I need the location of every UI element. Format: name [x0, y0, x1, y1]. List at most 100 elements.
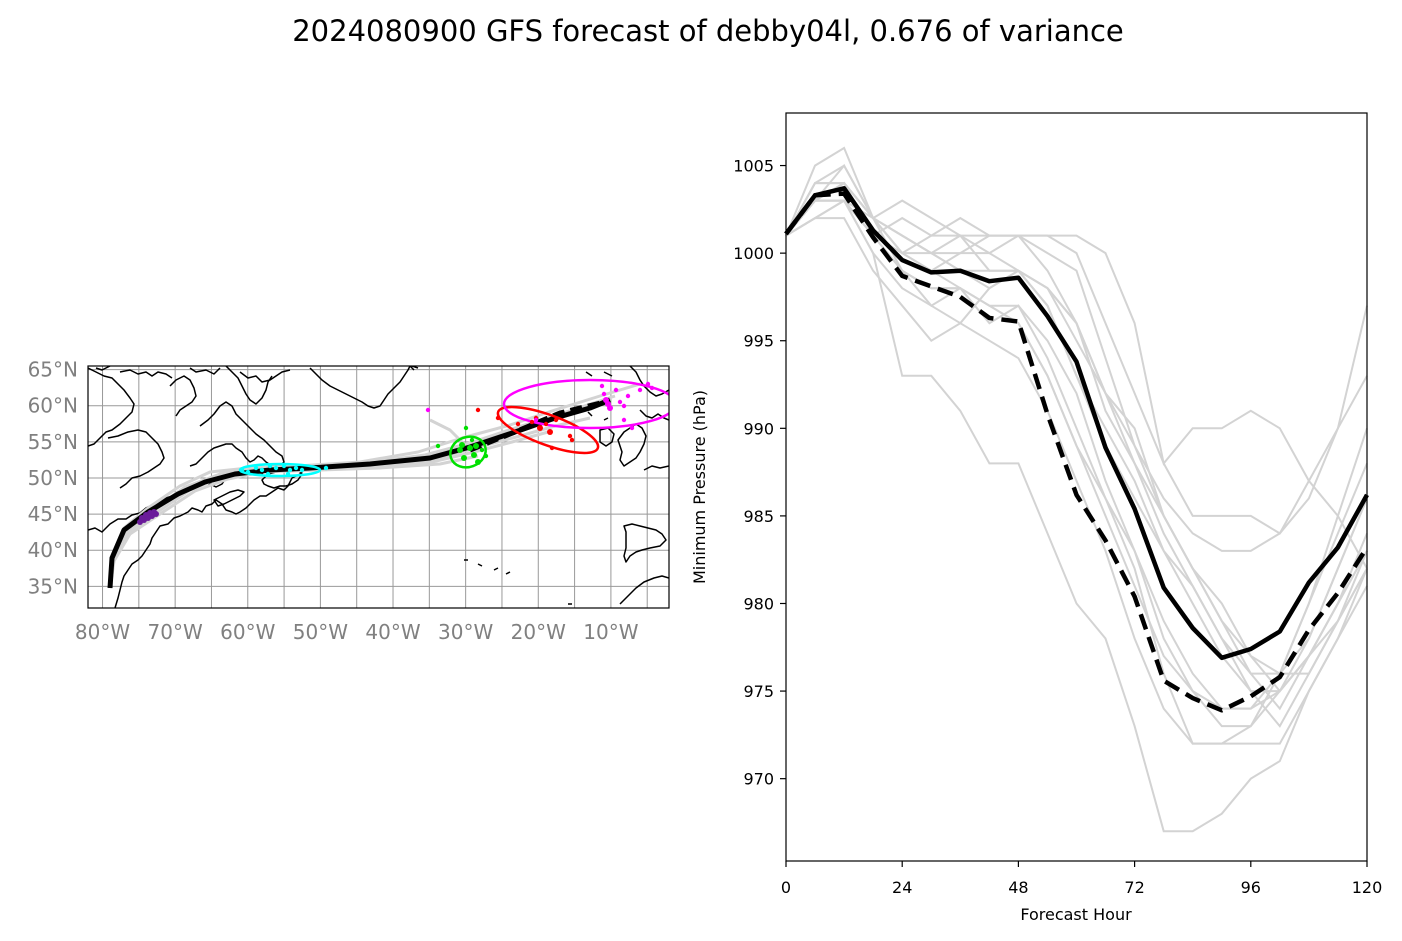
- coastline-svalbard: [585, 371, 613, 377]
- longitude-label: 20°W: [511, 620, 566, 644]
- longitude-label: 70°W: [148, 620, 203, 644]
- cluster-dot-purple: [153, 511, 159, 517]
- longitude-label: 30°W: [438, 620, 493, 644]
- cluster-dot-red: [553, 417, 559, 423]
- cluster-dot-magenta: [601, 391, 607, 397]
- main-series: [784, 186, 1369, 713]
- x-axis-label: Forecast Hour: [1020, 905, 1132, 924]
- cluster-dot-red: [537, 425, 543, 431]
- pressure-plot-area: [786, 113, 1367, 861]
- cluster-dot-magenta: [425, 407, 431, 413]
- map-frame: [87, 365, 670, 609]
- mean-line-dashed: [784, 191, 1369, 713]
- latitude-label: 65°N: [28, 358, 78, 382]
- cluster-dot-green: [457, 447, 463, 453]
- x-tick-label: 0: [781, 878, 791, 897]
- cluster-dot-red: [569, 437, 575, 443]
- y-tick-label: 995: [743, 332, 774, 351]
- cluster-dot-purple: [139, 515, 145, 521]
- coastline-azores: [464, 559, 511, 575]
- x-tick-label: 72: [1124, 878, 1144, 897]
- cluster-dot-cyan: [245, 469, 251, 475]
- cluster-dot-cyan: [259, 467, 265, 473]
- latitude-label: 35°N: [28, 574, 78, 598]
- cluster-dot-red: [567, 433, 573, 439]
- x-tick-label: 120: [1352, 878, 1383, 897]
- latitude-label: 55°N: [28, 430, 78, 454]
- coastline-morocco: [619, 575, 669, 605]
- coastline-faroes: [587, 411, 609, 421]
- longitude-label: 60°W: [220, 620, 275, 644]
- cluster-dot-magenta: [533, 417, 539, 423]
- cluster-dot-cyan: [265, 471, 271, 477]
- cluster-dot-cyan: [267, 463, 273, 469]
- cluster-dot-cyan: [293, 465, 299, 471]
- y-tick-label: 985: [743, 507, 774, 526]
- cluster-dot-red: [515, 421, 521, 427]
- y-axis-ticks: 970 975 980 985 990 995 1000 1005: [733, 157, 786, 789]
- coastline-greenland: [309, 366, 411, 409]
- cluster-dot-magenta: [617, 399, 623, 405]
- cluster-dot-green: [459, 442, 465, 448]
- cluster-dot-red: [529, 419, 535, 425]
- cluster-dot-cyan: [239, 467, 245, 473]
- cluster-ellipse-magenta: [502, 378, 669, 430]
- cluster-dot-magenta: [607, 405, 613, 411]
- cluster-dot-green: [461, 455, 467, 461]
- cluster-dot-cyan: [285, 471, 291, 477]
- figure-title: 2024080900 GFS forecast of debby04l, 0.6…: [292, 14, 1124, 48]
- cluster-dot-magenta: [613, 387, 619, 393]
- coastline-hudson-bay: [88, 367, 135, 447]
- cluster-dot-green: [467, 445, 473, 451]
- cluster-dot-cyan: [299, 467, 305, 473]
- longitude-label: 10°W: [583, 620, 638, 644]
- cluster-dot-magenta: [625, 393, 631, 399]
- coastline-scandinavia: [629, 366, 669, 397]
- y-tick-label: 970: [743, 770, 774, 789]
- longitude-label: 50°W: [293, 620, 348, 644]
- y-tick-label: 990: [743, 419, 774, 438]
- member-line-9: [785, 199, 1368, 833]
- x-tick-label: 48: [1008, 878, 1028, 897]
- cluster-dot-red: [543, 421, 549, 427]
- coastline-scandinavia-2: [639, 409, 669, 421]
- cluster-dot-magenta: [621, 403, 627, 409]
- coastline-greenland-east: [409, 366, 415, 371]
- coastline-arctic-islands: [95, 366, 291, 383]
- y-tick-label: 1000: [733, 244, 774, 263]
- cluster-dot-green: [479, 447, 485, 453]
- longitude-label: 80°W: [75, 620, 130, 644]
- longitude-label: 40°W: [365, 620, 420, 644]
- latitude-label: 50°N: [28, 466, 78, 490]
- pressure-frame: [785, 112, 1368, 862]
- cluster-dot-green: [435, 443, 441, 449]
- cluster-dot-green: [471, 452, 477, 458]
- cluster-dot-cyan: [287, 467, 293, 473]
- y-tick-label: 975: [743, 682, 774, 701]
- y-axis-label: Minimum Pressure (hPa): [690, 390, 709, 584]
- cluster-dot-cyan: [273, 465, 279, 471]
- y-tick-label: 1005: [733, 157, 774, 176]
- cluster-dot-green: [473, 443, 479, 449]
- latitude-label: 60°N: [28, 394, 78, 418]
- cluster-dot-red: [549, 445, 555, 451]
- cluster-dot-red: [547, 429, 553, 435]
- member-line-15: [785, 182, 1368, 569]
- coastline-nova-scotia: [213, 489, 245, 507]
- cluster-dot-cyan: [323, 465, 329, 471]
- member-line-16: [785, 163, 1368, 675]
- coastline-hudson-inner: [107, 429, 165, 489]
- track-map: 35°N 40°N 45°N 50°N 55°N 60°N 65°N 80°W 70°W 60°…: [28, 358, 670, 644]
- cluster-dot-cyan: [253, 465, 259, 471]
- cluster-dot-magenta: [621, 417, 627, 423]
- member-track-5: [108, 454, 479, 589]
- coastline-ungava: [169, 375, 197, 417]
- member-line-7: [785, 199, 1368, 745]
- y-tick-label: 980: [743, 594, 774, 613]
- coastline-baffin: [225, 366, 273, 405]
- x-tick-label: 96: [1241, 878, 1261, 897]
- x-axis-ticks: 0 24 48 72 96 120: [781, 861, 1382, 897]
- cluster-ellipse-red: [496, 405, 600, 455]
- mean-line-solid: [784, 186, 1369, 661]
